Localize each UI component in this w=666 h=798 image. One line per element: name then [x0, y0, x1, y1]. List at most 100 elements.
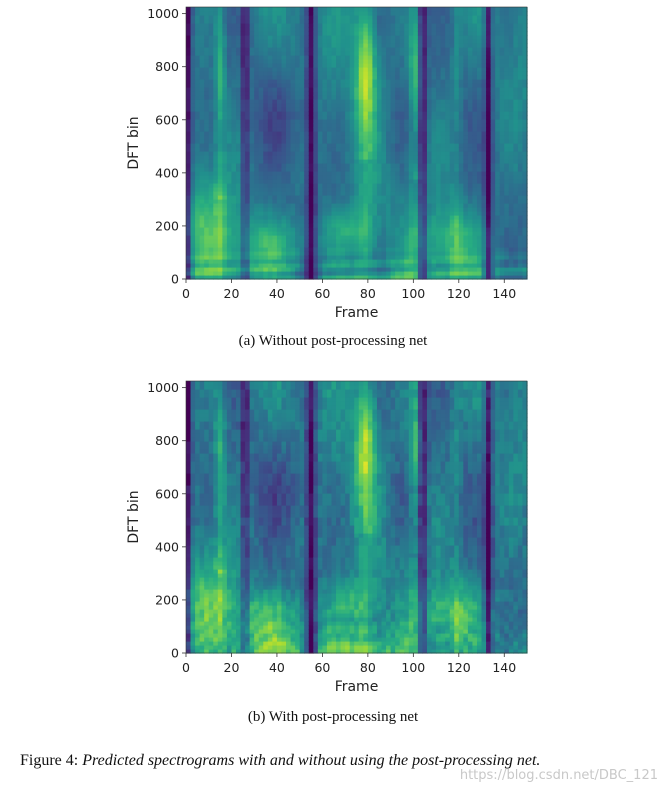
heatmap-cell: [354, 151, 360, 156]
heatmap-cell: [440, 247, 446, 252]
heatmap-cell: [345, 139, 351, 144]
heatmap-cell: [395, 103, 401, 108]
heatmap-cell: [222, 43, 228, 48]
heatmap-cell: [413, 11, 419, 16]
heatmap-cell: [395, 211, 401, 216]
heatmap-cell: [276, 59, 283, 64]
heatmap-cell: [367, 191, 374, 196]
heatmap-cell: [413, 55, 419, 60]
heatmap-cell: [245, 219, 251, 224]
heatmap-cell: [190, 211, 196, 216]
heatmap-cell: [440, 43, 446, 48]
heatmap-cell: [431, 131, 437, 136]
heatmap-cell: [376, 11, 383, 16]
heatmap-cell: [454, 251, 460, 256]
heatmap-cell: [290, 131, 296, 136]
heatmap-cell: [495, 167, 501, 172]
heatmap-cell: [308, 99, 314, 104]
heatmap-cell: [199, 131, 205, 136]
heatmap-cell: [449, 15, 455, 20]
heatmap-cell: [454, 7, 460, 12]
heatmap-cell: [286, 191, 292, 196]
heatmap-cell: [208, 195, 214, 200]
heatmap-cell: [263, 127, 269, 132]
heatmap-cell: [408, 47, 414, 52]
heatmap-cell: [431, 247, 437, 252]
heatmap-cell: [226, 183, 233, 188]
heatmap-cell: [208, 67, 214, 72]
heatmap-cell: [413, 19, 419, 24]
heatmap-cell: [395, 71, 401, 76]
heatmap-cell: [186, 143, 192, 148]
heatmap-cell: [426, 95, 433, 100]
heatmap-cell: [386, 151, 392, 156]
heatmap-cell: [345, 31, 351, 36]
heatmap-cell: [481, 35, 487, 40]
heatmap-cell: [290, 83, 296, 88]
heatmap-cell: [358, 171, 364, 176]
heatmap-cell: [363, 243, 369, 248]
heatmap-cell: [408, 75, 414, 80]
heatmap-cell: [313, 95, 319, 100]
heatmap-cell: [476, 7, 483, 12]
heatmap-cell: [249, 111, 255, 116]
heatmap-cell: [426, 119, 433, 124]
heatmap-cell: [272, 203, 278, 208]
heatmap-cell: [272, 83, 278, 88]
heatmap-cell: [358, 147, 364, 152]
heatmap-cell: [513, 195, 519, 200]
heatmap-cell: [449, 131, 455, 136]
heatmap-cell: [213, 19, 219, 24]
heatmap-cell: [290, 227, 296, 232]
heatmap-cell: [476, 255, 483, 260]
heatmap-cell: [458, 19, 464, 24]
heatmap-cell: [376, 255, 383, 260]
heatmap-cell: [186, 223, 192, 228]
heatmap-cell: [490, 87, 496, 92]
heatmap-cell: [349, 175, 355, 180]
heatmap-cell: [376, 119, 383, 124]
heatmap-cell: [345, 267, 351, 272]
heatmap-cell: [354, 135, 360, 140]
heatmap-cell: [381, 43, 387, 48]
heatmap-cell: [404, 215, 410, 220]
heatmap-cell: [213, 67, 219, 72]
heatmap-cell: [395, 39, 401, 44]
heatmap-cell: [326, 95, 333, 100]
heatmap-cell: [254, 231, 260, 236]
heatmap-cell: [190, 171, 196, 176]
heatmap-cell: [354, 139, 360, 144]
heatmap-cell: [495, 171, 501, 176]
heatmap-cell: [386, 67, 392, 72]
heatmap-cell: [186, 51, 192, 56]
heatmap-cell: [508, 223, 514, 228]
heatmap-cell: [263, 175, 269, 180]
heatmap-cell: [240, 247, 246, 252]
heatmap-cell: [463, 135, 469, 140]
heatmap-cell: [517, 203, 524, 208]
heatmap-cell: [299, 251, 305, 256]
heatmap-cell: [467, 263, 474, 268]
heatmap-cell: [363, 135, 369, 140]
heatmap-cell: [290, 79, 296, 84]
heatmap-cell: [308, 271, 314, 276]
heatmap-cell: [358, 31, 364, 36]
heatmap-cell: [463, 179, 469, 184]
heatmap-cell: [245, 31, 251, 36]
heatmap-cell: [240, 139, 246, 144]
heatmap-cell: [308, 19, 314, 24]
heatmap-cell: [417, 7, 424, 12]
heatmap-cell: [276, 71, 283, 76]
heatmap-cell: [190, 83, 196, 88]
heatmap-cell: [381, 7, 387, 12]
heatmap-cell: [408, 271, 414, 276]
heatmap-cell: [308, 11, 314, 16]
heatmap-cell: [426, 67, 433, 72]
heatmap-cell: [317, 47, 323, 52]
heatmap-cell: [504, 43, 510, 48]
heatmap-cell: [213, 23, 219, 28]
heatmap-cell: [267, 47, 273, 52]
heatmap-cell: [504, 63, 510, 68]
heatmap-cell: [422, 47, 428, 52]
heatmap-cell: [490, 151, 496, 156]
